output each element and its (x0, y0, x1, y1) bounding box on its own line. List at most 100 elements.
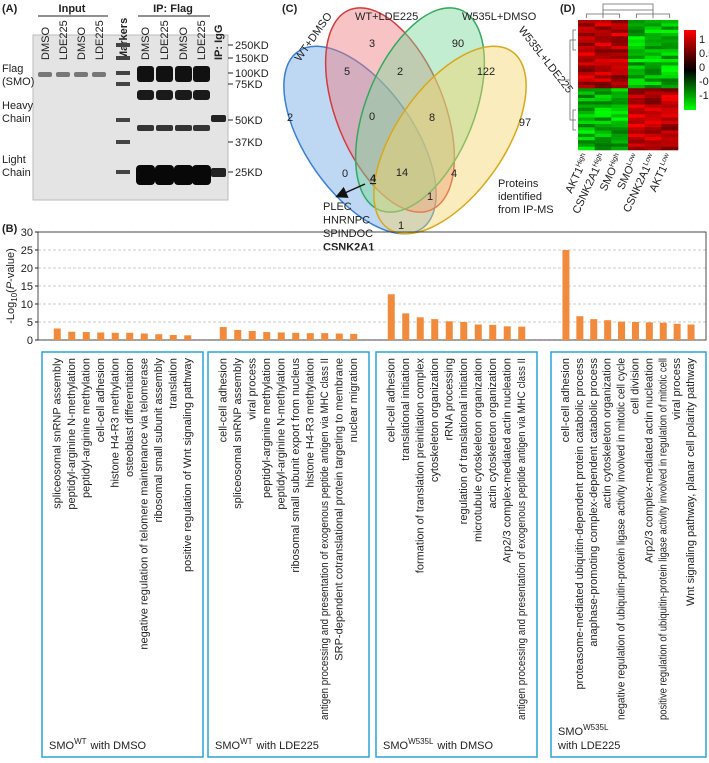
bar (350, 333, 358, 340)
lane-label: DMSO (40, 27, 52, 60)
venn-set (324, 7, 456, 213)
heat-cell (611, 81, 629, 86)
x-tick-label: cell-cell adhesion (560, 358, 572, 442)
x-tick-label: translation (167, 358, 179, 409)
heat-cell (578, 33, 595, 37)
heat-cell (611, 55, 629, 60)
venn-count: 0 (369, 111, 375, 123)
x-tick-label: positive regulation of ubiquitin-protein… (657, 358, 669, 720)
heat-cell (578, 20, 595, 24)
x-tick-label: Arp2/3 complex-mediated actin nucleation (643, 358, 655, 563)
heat-cell (661, 55, 679, 60)
heat-cell (661, 72, 679, 76)
heat-cell (594, 55, 612, 60)
heat-cell (661, 75, 679, 79)
bar (687, 324, 695, 340)
scale-tick: -1 (699, 90, 709, 102)
heat-cell (578, 62, 595, 66)
heat-cell (611, 75, 629, 79)
input-header: Input (59, 3, 86, 15)
group-box (375, 351, 538, 758)
bar (431, 319, 439, 340)
heat-cell (578, 114, 595, 118)
heat-cell (594, 42, 612, 47)
heat-cell (628, 137, 645, 141)
heat-cell (628, 78, 645, 83)
heat-cell (628, 98, 645, 102)
band (155, 165, 174, 185)
heat-cell (661, 130, 679, 135)
band (137, 125, 154, 131)
heat-cell (594, 59, 612, 63)
heat-cell (578, 59, 595, 63)
heat-cell (661, 137, 679, 141)
bar (292, 332, 300, 340)
label-rest: with LDE225 (557, 740, 620, 752)
heat-cell (611, 104, 629, 109)
heat-cell (578, 42, 595, 47)
y-axis-label: -Log10(P-value) (5, 248, 19, 324)
heat-cell (611, 65, 629, 70)
x-tick-label: viral process (246, 358, 258, 420)
heat-cell (661, 59, 679, 63)
heat-cell (644, 23, 662, 27)
panel-label: (B) (2, 223, 18, 235)
heat-cell (578, 101, 595, 105)
heat-cell (628, 117, 645, 122)
heat-cell (644, 91, 662, 96)
heat-cell (578, 36, 595, 40)
heat-cell (611, 23, 629, 27)
bar (155, 334, 163, 340)
bar (219, 327, 227, 340)
heat-cell (628, 101, 645, 105)
x-tick-label: actin cytoskeleton organization (487, 358, 499, 508)
venn-count: 3 (369, 38, 375, 50)
heat-cell (661, 124, 679, 128)
bar (306, 333, 314, 340)
heat-cell (578, 94, 595, 99)
heat-cell (578, 46, 595, 50)
heat-cell (661, 146, 679, 151)
heat-cell (578, 26, 595, 31)
heat-cell (611, 20, 629, 24)
heat-cell (594, 117, 612, 122)
heat-cell (594, 137, 612, 141)
bar (474, 324, 482, 340)
heat-cell (628, 130, 645, 135)
bar (53, 328, 61, 340)
heat-cell (611, 143, 629, 148)
label-base: SMO (215, 740, 241, 752)
bar (576, 316, 584, 340)
venn-set (283, 45, 437, 235)
x-tick-label: rRNA processing (443, 358, 455, 441)
label-base: SMO (383, 740, 409, 752)
bar (562, 250, 570, 340)
panel-d: (D)10.50-0.5-1AKT1HighCSNK2A1HighSMOHigh… (560, 3, 709, 216)
label-sup: W535L (408, 737, 434, 746)
heat-cell (611, 146, 629, 151)
row-label: Chain (2, 167, 31, 179)
label-sup: Low (642, 151, 654, 166)
y-tick-label: 15 (21, 281, 33, 293)
heat-cell (578, 130, 595, 135)
heat-cell (594, 68, 612, 73)
x-tick-label: peptidyl-arginine N-methylation (66, 358, 78, 510)
heat-cell (644, 36, 662, 40)
heat-cell (628, 23, 645, 27)
heat-cell (644, 101, 662, 105)
heat-cell (594, 33, 612, 37)
heat-cell (644, 75, 662, 79)
heat-cell (661, 88, 679, 92)
heat-cell (578, 143, 595, 148)
x-tick-label: osteoblast differentiation (124, 358, 136, 477)
heat-cell (661, 62, 679, 66)
heat-cell (594, 39, 612, 44)
heat-cell (628, 120, 645, 125)
heat-cell (628, 68, 645, 73)
bar (387, 294, 395, 340)
group-box (207, 351, 370, 758)
x-tick-label: actin cytoskeleton organization (602, 358, 614, 508)
heat-cell (611, 42, 629, 47)
marker-label: 50KD (235, 115, 263, 127)
